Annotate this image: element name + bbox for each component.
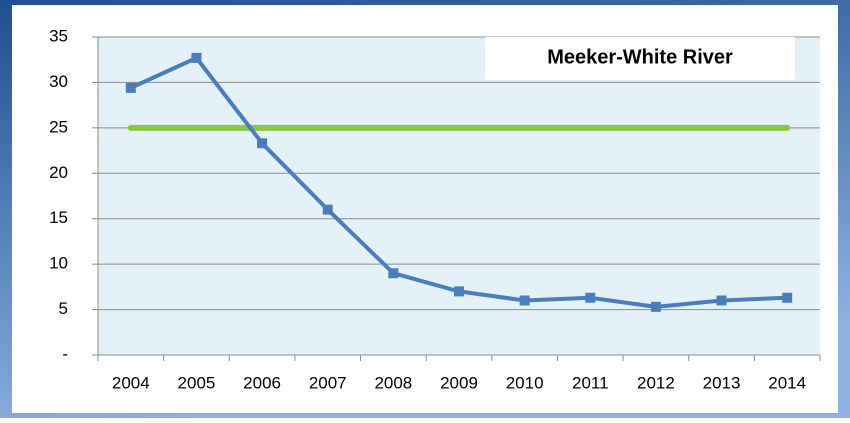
y-tick-label: 15 bbox=[49, 208, 68, 227]
y-tick-label: 10 bbox=[49, 254, 68, 273]
y-tick-label: 25 bbox=[49, 117, 68, 136]
x-tick-label: 2008 bbox=[374, 373, 412, 392]
chart-layer: - 5 10 15 20 25 30 35 2004 2005 2006 2007 2008 2009 20… bbox=[49, 26, 821, 392]
x-tick-label: 2004 bbox=[112, 373, 150, 392]
marker bbox=[257, 138, 268, 149]
x-tick-label: 2010 bbox=[506, 373, 544, 392]
chart-title: Meeker-White River bbox=[547, 46, 733, 68]
marker bbox=[716, 295, 727, 306]
title-box bbox=[485, 37, 795, 80]
plot-area bbox=[98, 37, 820, 355]
x-tick-label: 2009 bbox=[440, 373, 478, 392]
x-tick-label: 2012 bbox=[637, 373, 675, 392]
marker bbox=[322, 204, 333, 215]
y-tick-label: 5 bbox=[59, 299, 68, 318]
y-tick-label: 20 bbox=[49, 163, 68, 182]
x-tick-label: 2014 bbox=[768, 373, 806, 392]
marker bbox=[191, 52, 202, 63]
marker bbox=[388, 268, 399, 279]
marker bbox=[125, 82, 136, 93]
y-tick-label: 30 bbox=[49, 72, 68, 91]
x-tick-label: 2011 bbox=[572, 373, 609, 392]
marker bbox=[650, 301, 661, 312]
x-tick-label: 2006 bbox=[243, 373, 281, 392]
marker bbox=[782, 292, 793, 303]
y-tick-label: 35 bbox=[49, 26, 68, 45]
x-tick-label: 2005 bbox=[178, 373, 216, 392]
x-tick-label: 2013 bbox=[703, 373, 741, 392]
marker bbox=[519, 295, 530, 306]
marker bbox=[585, 292, 596, 303]
y-tick-label: - bbox=[62, 344, 68, 363]
marker bbox=[454, 286, 464, 297]
x-tick-label: 2007 bbox=[309, 373, 347, 392]
